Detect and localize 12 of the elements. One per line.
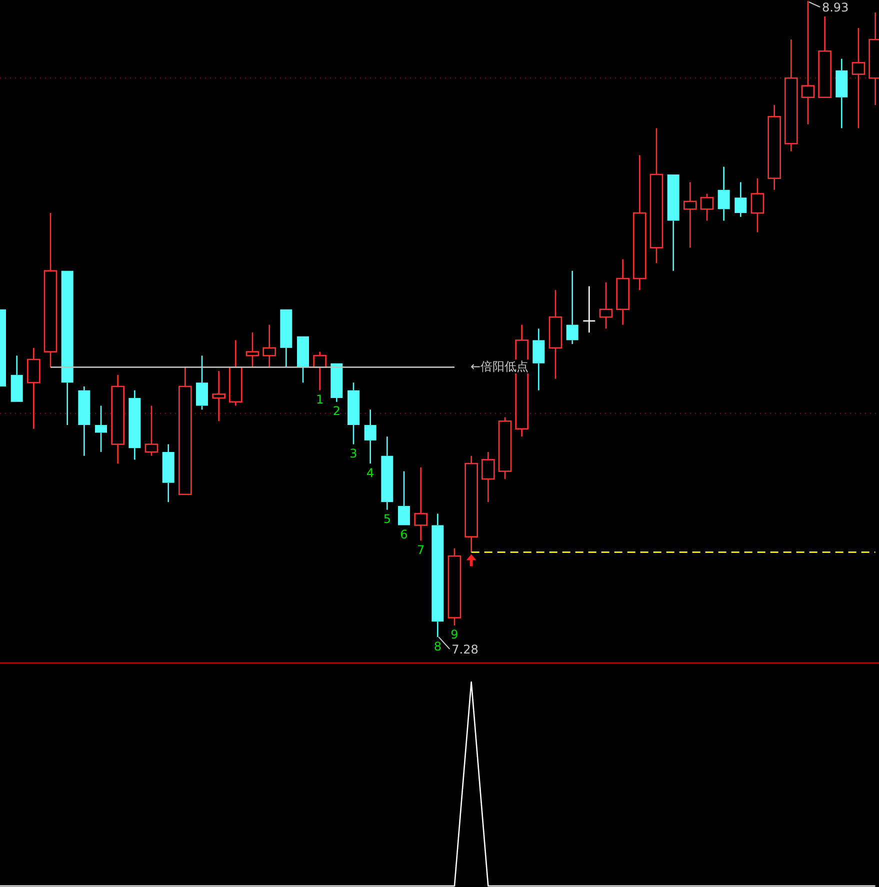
text: 4 bbox=[366, 466, 374, 480]
text: 2 bbox=[332, 404, 340, 418]
text: 7 bbox=[416, 542, 425, 557]
text: 7.28 bbox=[452, 642, 478, 656]
text: 1 bbox=[316, 392, 324, 407]
text: 6 bbox=[400, 528, 408, 542]
text: 3 bbox=[350, 446, 358, 461]
text: 9 bbox=[450, 628, 458, 642]
series-label: ←倍阳低点 bbox=[470, 359, 529, 374]
text: 8 bbox=[434, 639, 442, 654]
text: 5 bbox=[383, 512, 391, 526]
annotation: 8.93 bbox=[822, 0, 849, 14]
